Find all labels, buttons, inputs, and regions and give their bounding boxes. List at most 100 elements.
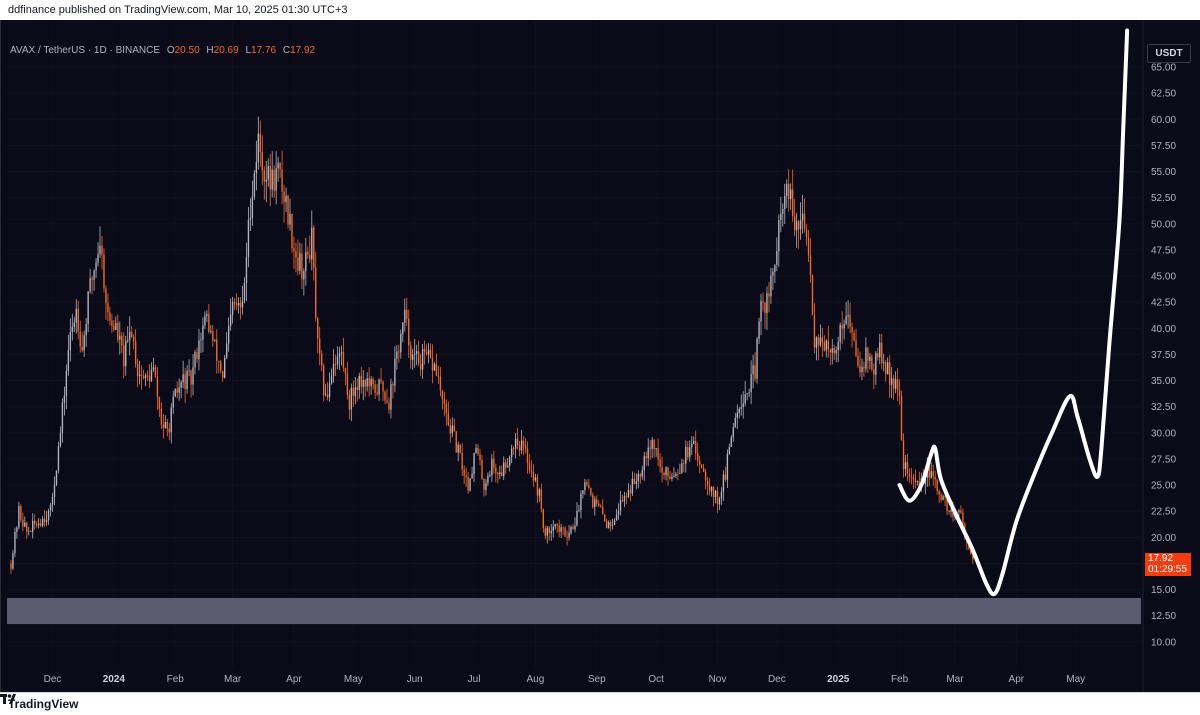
last-price-tag: 17.92 01:29:55 [1145,553,1191,577]
candle-body [562,527,564,529]
time-tick-label: Aug [527,674,545,685]
price-tick-label: 47.50 [1151,245,1176,256]
candle-body [445,403,448,414]
candle-body [576,510,578,526]
candle-body [962,512,964,525]
candle-body [443,399,446,404]
candle-body [793,216,796,231]
candle-body [447,413,450,426]
candle-body [908,474,911,477]
candle-body [439,376,442,391]
currency-unit-button[interactable]: USDT [1147,44,1191,63]
candle-body [667,467,669,477]
candle-body [693,440,695,444]
candle-body [245,256,248,284]
candle-body [477,447,479,455]
high-label: H [206,45,214,56]
candle-body [259,133,262,152]
candle-body [449,425,452,434]
time-tick-label: Sep [588,674,606,685]
candle-body [107,303,109,313]
candle-body [503,462,505,477]
candle-body [243,283,246,301]
candle-body [192,367,194,385]
candle-body [508,457,511,466]
candle-body [408,318,410,346]
candle-body [483,479,485,490]
candle-body [756,338,758,379]
candle-body [103,254,105,289]
candle-body [152,367,155,370]
candle-body [542,509,545,529]
candle-body [655,448,657,450]
candle-body [410,345,412,360]
candle-body [768,293,770,297]
candle-body [37,523,40,526]
candle-body [71,326,74,333]
chart-area[interactable]: 10.0012.5015.0017.5020.0022.5025.0027.50… [0,20,1200,692]
candles-layer [10,116,974,574]
candle-body [914,479,917,483]
footer-bar: TradingView [0,692,1200,715]
time-axis[interactable]: Dec 2024 Feb Mar Apr May Jun Jul Aug Sep Oct Nov Dec… [44,674,1086,685]
candle-body [81,346,83,351]
candle-body [184,374,186,390]
candle-body [590,487,592,495]
price-tick-label: 12.50 [1151,611,1176,622]
candle-body [253,173,256,197]
candle-body [510,448,513,458]
candle-body [799,220,802,230]
candle-body [651,439,653,449]
candle-body [896,379,899,390]
candle-body [51,496,54,505]
bar-countdown: 01:29:55 [1148,564,1187,576]
price-tick-label: 25.00 [1151,481,1176,492]
candle-body [61,402,64,433]
candle-body [279,162,281,170]
candle-body [291,213,293,249]
price-axis[interactable]: 10.0012.5015.0017.5020.0022.5025.0027.50… [1151,63,1176,649]
candle-body [637,474,640,482]
candle-body [786,183,788,197]
candle-body [69,332,72,350]
candle-body [117,322,119,340]
candle-body [324,394,327,396]
candle-body [263,170,265,182]
candle-body [849,314,851,327]
candle-body [829,349,831,353]
price-chart[interactable]: 10.0012.5015.0017.5020.0022.5025.0027.50… [1,20,1200,692]
candle-body [772,271,774,276]
candle-body [564,527,566,537]
candle-body [121,335,123,346]
candle-body [57,446,60,471]
candle-body [168,428,170,433]
price-tick-label: 42.50 [1151,298,1176,309]
candle-body [700,464,703,468]
projection-path[interactable] [897,28,1130,597]
candle-body [297,257,299,271]
candle-body [841,325,843,329]
candle-body [633,478,636,485]
candle-body [764,302,766,314]
candle-body [206,314,208,316]
candle-body [720,491,723,499]
candle-body [831,348,833,353]
candle-body [894,379,897,389]
candle-body [750,374,752,393]
candle-body [53,484,56,497]
candle-body [318,338,321,354]
candle-body [229,314,232,327]
candle-body [59,432,62,447]
support-zone[interactable] [7,597,1141,625]
candle-body [865,347,867,369]
candle-body [214,339,216,341]
candle-body [916,481,919,483]
candle-body [534,477,537,481]
candle-body [687,446,689,458]
candle-body [855,340,857,356]
candle-body [105,288,107,304]
candle-body [617,510,620,515]
candle-body [423,348,426,353]
candle-body [487,475,489,484]
candle-body [532,471,535,481]
